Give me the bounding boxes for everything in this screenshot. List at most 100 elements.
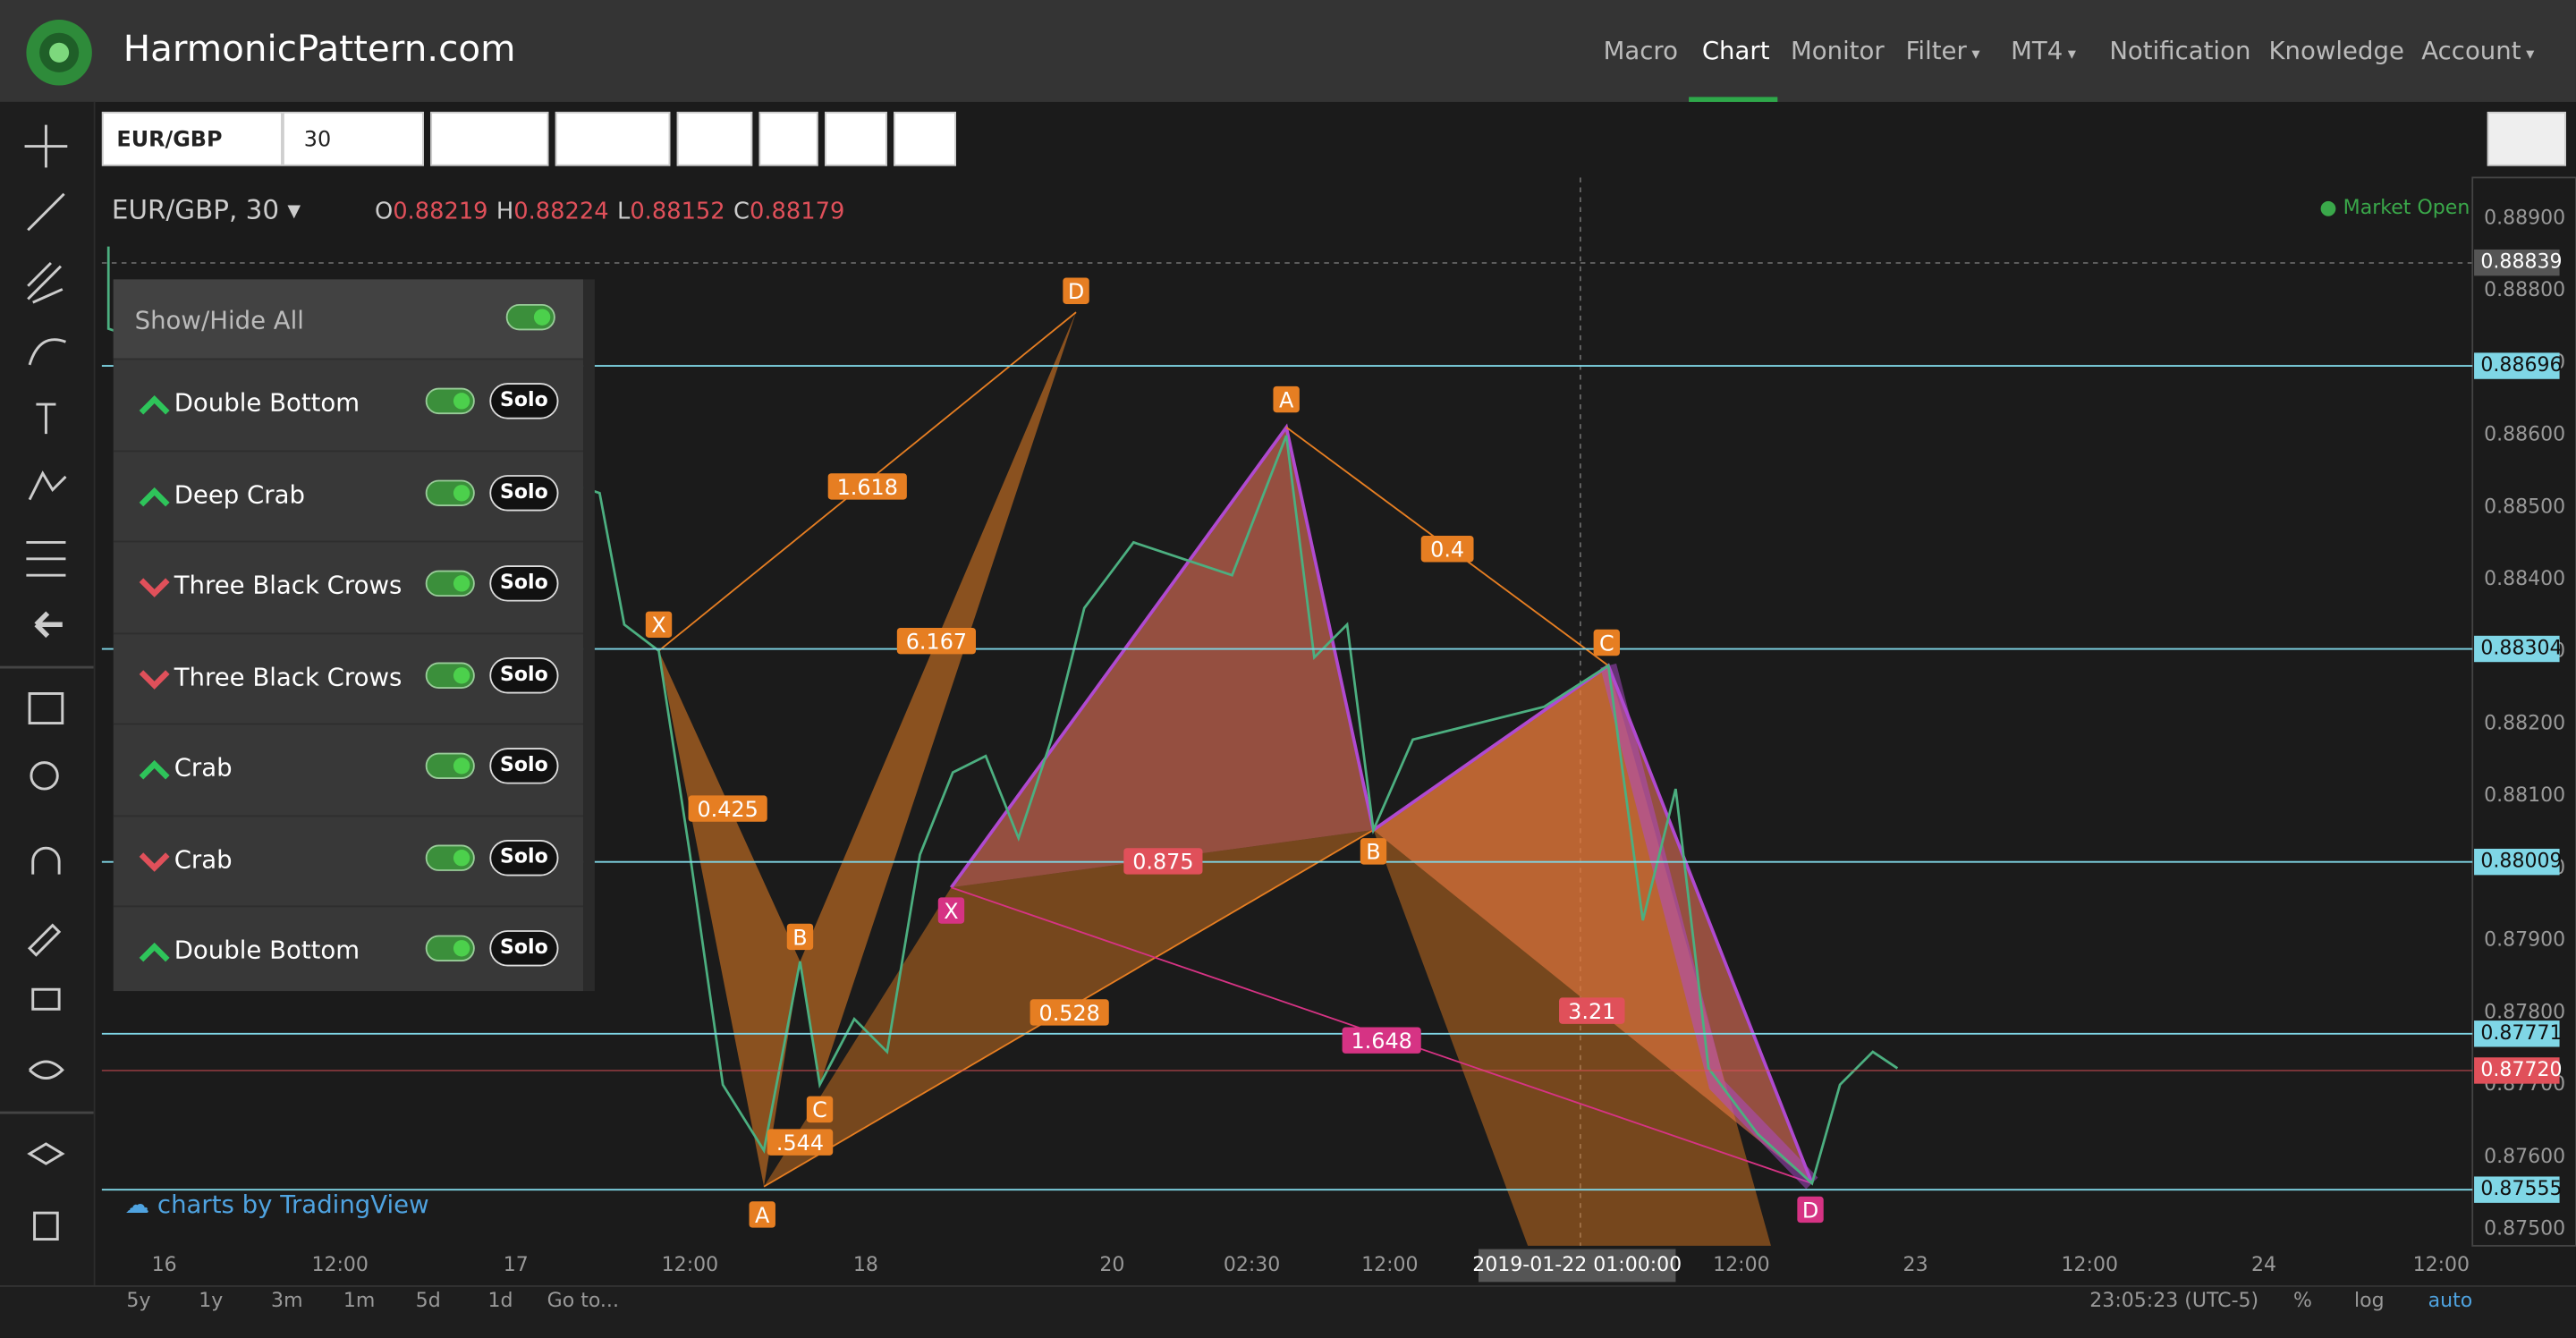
pattern-toggle[interactable] [425, 478, 475, 506]
logo-icon [26, 20, 92, 86]
pattern-label: C [1599, 631, 1614, 656]
pattern-toggle[interactable] [425, 935, 475, 961]
pattern-label: 0.425 [697, 797, 758, 822]
pattern-label: B [792, 925, 807, 950]
nav-item[interactable]: Chart [1701, 36, 1770, 66]
range-button[interactable]: 5d [415, 1288, 441, 1312]
show-all-toggle[interactable] [505, 303, 555, 331]
time-tick-label: 12:00 [662, 1254, 718, 1276]
indicators-button[interactable] [555, 111, 671, 166]
axis-option[interactable]: auto [2428, 1288, 2473, 1312]
nav-item[interactable]: Macro [1603, 36, 1679, 66]
pattern-label: B [1366, 840, 1380, 865]
price-tick-label: 0.87600 [2484, 1146, 2565, 1168]
nav-item[interactable]: Filter ▾ [1905, 36, 1980, 66]
pattern-toggle[interactable] [425, 661, 475, 689]
pattern-row: Three Black Crows Solo [113, 631, 584, 724]
legend-o-label: O [374, 199, 394, 225]
bottom-bar [0, 1285, 2576, 1338]
solo-button[interactable]: Solo [489, 656, 559, 693]
nav-item[interactable]: Monitor [1791, 36, 1885, 66]
snapshot-button[interactable] [2487, 111, 2566, 166]
pattern-row: Crab Solo [113, 814, 584, 907]
pattern-toggle[interactable] [425, 843, 475, 871]
pattern-label: 3.21 [1568, 999, 1615, 1024]
pattern-label-bg [1063, 277, 1089, 304]
panel-scrollbar[interactable] [583, 279, 595, 992]
nav-item[interactable]: Notification [2109, 36, 2251, 66]
pattern-name: Three Black Crows [174, 661, 402, 691]
price-tick-label: 0.87900 [2484, 929, 2565, 952]
price-level-tag [2474, 1020, 2560, 1047]
fullscreen-button[interactable] [758, 111, 818, 166]
tool-icons[interactable] [0, 102, 94, 1252]
price-line [106, 246, 1899, 1186]
range-button[interactable]: 3m [271, 1288, 303, 1312]
clock: 23:05:23 (UTC-5) [2089, 1288, 2259, 1312]
caret: ▾ [1971, 46, 1980, 64]
caret: ▾ [2526, 46, 2535, 64]
pattern-label: 1.648 [1351, 1029, 1411, 1054]
symbol-input[interactable]: EUR/GBP [101, 111, 283, 166]
pattern-name: Crab [174, 752, 233, 783]
pattern-name: Double Bottom [174, 387, 360, 418]
pattern-row: Double Bottom Solo [113, 358, 584, 451]
chart-type-button[interactable] [430, 111, 549, 166]
pattern-name: Deep Crab [174, 478, 305, 509]
pattern-label: .544 [776, 1131, 824, 1156]
price-level-tag [2474, 1057, 2560, 1084]
solo-button[interactable]: Solo [489, 839, 559, 876]
active-indicator [1689, 97, 1778, 102]
axis-option[interactable]: log [2353, 1288, 2385, 1312]
solo-button[interactable]: Solo [489, 930, 559, 967]
range-button[interactable]: Go to... [547, 1288, 619, 1312]
pattern-label-bg [896, 627, 976, 655]
range-button[interactable]: 1m [343, 1288, 376, 1312]
price-tick-label: 0.88200 [2484, 712, 2565, 734]
price-tick-label: 0.88800 [2484, 279, 2565, 301]
legend-h: 0.88224 [513, 199, 609, 225]
direction-arrow [139, 669, 170, 689]
price-tick-label: 0.88100 [2484, 784, 2565, 807]
time-tick-label: 12:00 [2062, 1254, 2118, 1276]
logo-text[interactable]: HarmonicPattern.com [123, 30, 516, 72]
pattern-row: Crab Solo [113, 723, 584, 816]
watermark[interactable]: ☁ charts by TradingView [124, 1190, 429, 1220]
axis-option[interactable]: % [2293, 1288, 2312, 1312]
pattern-toggle[interactable] [425, 387, 475, 415]
nav-item[interactable]: MT4 ▾ [2011, 36, 2077, 66]
pattern-label: A [755, 1203, 770, 1228]
price-level-label: 0.87555 [2480, 1178, 2562, 1200]
nav-item[interactable]: Knowledge [2268, 36, 2404, 66]
range-button[interactable]: 1d [487, 1288, 513, 1312]
pattern-label-bg [1030, 999, 1109, 1026]
time-tick-label: 02:30 [1224, 1254, 1280, 1276]
range-button[interactable]: 5y [126, 1288, 151, 1312]
price-level-tag [2474, 848, 2560, 876]
nav-item[interactable]: Account ▾ [2421, 36, 2535, 66]
eye-button[interactable] [894, 111, 956, 166]
pattern-label-bg [767, 1129, 834, 1156]
solo-button[interactable]: Solo [489, 474, 559, 511]
direction-arrow [139, 486, 170, 506]
legend-c: 0.88179 [749, 199, 845, 225]
time-tick-label: 12:00 [1361, 1254, 1418, 1276]
list-button[interactable] [825, 111, 887, 166]
pattern-toggle[interactable] [425, 570, 475, 597]
solo-button[interactable]: Solo [489, 383, 559, 419]
price-level-label: 0.88304 [2480, 638, 2562, 660]
pattern-label: C [812, 1097, 827, 1122]
solo-button[interactable]: Solo [489, 565, 559, 602]
price-level-tag [2474, 249, 2560, 276]
time-tick-label: 17 [504, 1254, 529, 1276]
legend: EUR/GBP, 30 ▾ O0.88219 H0.88224 L0.88152… [111, 193, 845, 225]
crosshair-time-tag [1479, 1249, 1676, 1283]
direction-arrow [139, 394, 170, 415]
pattern-toggle[interactable] [425, 752, 475, 780]
legend-o: 0.88219 [393, 199, 488, 225]
range-button[interactable]: 1y [199, 1288, 224, 1312]
compare-button[interactable] [676, 111, 753, 166]
solo-button[interactable]: Solo [489, 748, 559, 784]
interval-select[interactable]: 30 [282, 111, 424, 166]
